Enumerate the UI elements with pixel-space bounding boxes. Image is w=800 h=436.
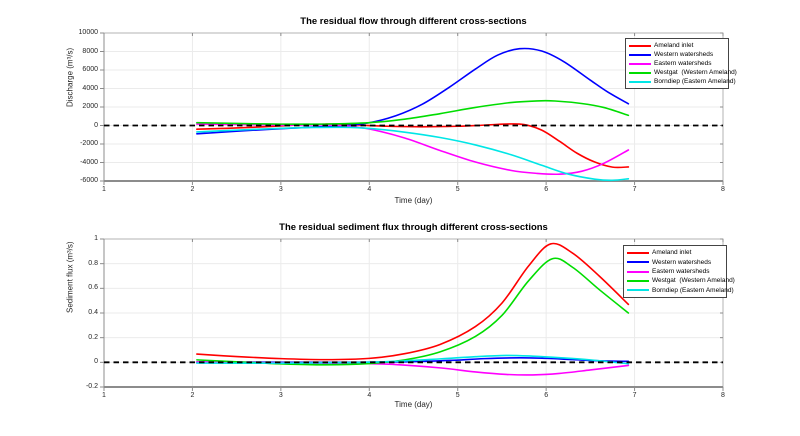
legend-top-plot: Ameland inlet Western watersheds Eastern w… (625, 38, 737, 89)
y-tick-label: 2000 (82, 103, 98, 110)
legend-label: Ameland inlet (654, 42, 694, 49)
legend-label: Eastern watersheds (654, 60, 712, 67)
legend-line-sample (627, 261, 649, 264)
legend-line-sample (629, 62, 651, 65)
y-tick-label: 1 (94, 235, 98, 242)
legend-item: Ameland inlet (627, 248, 723, 257)
y-tick-label: -2000 (80, 140, 98, 147)
legend-line-sample (627, 289, 649, 292)
tick-marks-plot1 (100, 238, 724, 391)
x-tick-label: 6 (544, 392, 549, 399)
x-tick-label: 1 (102, 186, 106, 193)
series-line-westgat-western-ameland (196, 99, 630, 126)
legend-line-sample (627, 251, 649, 254)
legend-label: Borndiep (Eastern Ameland) (654, 78, 736, 85)
legend-label: Eastern watersheds (652, 268, 710, 276)
x-tick-label: 2 (190, 392, 195, 399)
legend-item: Western watersheds (627, 257, 723, 266)
legend-line-sample (627, 270, 649, 273)
x-tick-label: 6 (544, 186, 549, 193)
y-tick-label: 8000 (82, 47, 98, 55)
x-tick-label: 4 (367, 186, 372, 193)
x-tick-label: 8 (721, 392, 725, 399)
y-tick-label: 0.2 (88, 333, 98, 341)
y-tick-label: 6000 (82, 66, 98, 73)
x-tick-label: 4 (367, 392, 372, 399)
legend-item: Western watersheds (629, 50, 725, 59)
y-tick-label: -0.2 (85, 383, 98, 390)
y-tick-label: 0 (94, 358, 98, 366)
tick-marks-plot0 (100, 32, 724, 185)
y-tick-label: 0.6 (88, 284, 98, 292)
x-tick-label: 5 (455, 186, 460, 193)
y-tick-label: 0 (94, 121, 98, 129)
y-tick-label: 4000 (82, 84, 98, 92)
x-tick-label: 5 (455, 392, 460, 399)
x-tick-label: 3 (278, 186, 283, 193)
x-tick-label: 1 (102, 392, 106, 399)
x-axis-label-top: Time (day) (394, 196, 433, 205)
y-tick-label: -4000 (80, 158, 98, 166)
legend-line-sample (627, 279, 649, 282)
legend-label: Westgat (Western Ameland) (652, 277, 735, 285)
y-tick-label: 0.4 (88, 309, 98, 316)
legend-item: Westgat (Western Ameland) (627, 276, 735, 285)
legend-item: Westgat (Western Ameland) (629, 68, 737, 77)
x-tick-label: 2 (190, 186, 195, 193)
y-tick-label: 10000 (78, 29, 98, 36)
y-tick-label: 0.8 (88, 259, 98, 267)
legend-item: Eastern watersheds (629, 59, 725, 68)
legend-label: Western watersheds (654, 51, 714, 58)
x-axis-label-bottom: Time (day) (394, 400, 433, 409)
series-line-westgat-western-ameland (196, 257, 630, 366)
x-tick-label: 7 (632, 186, 637, 193)
legend-item: Eastern watersheds (627, 267, 723, 276)
legend-label: Westgat (Western Ameland) (654, 69, 737, 76)
legend-line-sample (629, 44, 651, 47)
plot-title-residual-sediment-flux: The residual sediment flux through diffe… (279, 222, 548, 233)
legend-line-sample (629, 80, 651, 83)
legend-label: Western watersheds (652, 258, 712, 266)
series-line-borndiep-eastern-ameland (196, 126, 630, 182)
legend-label: Ameland inlet (652, 249, 692, 257)
plot-title-residual-flow: The residual flow through different cros… (300, 16, 527, 27)
legend-line-sample (629, 71, 651, 74)
x-tick-label: 7 (632, 392, 637, 399)
legend-bottom-plot: Ameland inlet Western watersheds Eastern w… (623, 245, 735, 298)
series-line-ameland-inlet (196, 242, 630, 361)
x-tick-label: 8 (721, 186, 725, 193)
series-line-eastern-watersheds (196, 123, 630, 176)
legend-item: Borndiep (Eastern Ameland) (627, 286, 734, 295)
legend-label: Borndiep (Eastern Ameland) (652, 286, 734, 294)
legend-item: Ameland inlet (629, 41, 725, 50)
y-tick-label: -6000 (80, 177, 98, 184)
series-line-western-watersheds (196, 47, 630, 135)
legend-item: Borndiep (Eastern Ameland) (629, 77, 736, 86)
x-tick-label: 3 (278, 392, 283, 399)
legend-line-sample (629, 53, 651, 56)
